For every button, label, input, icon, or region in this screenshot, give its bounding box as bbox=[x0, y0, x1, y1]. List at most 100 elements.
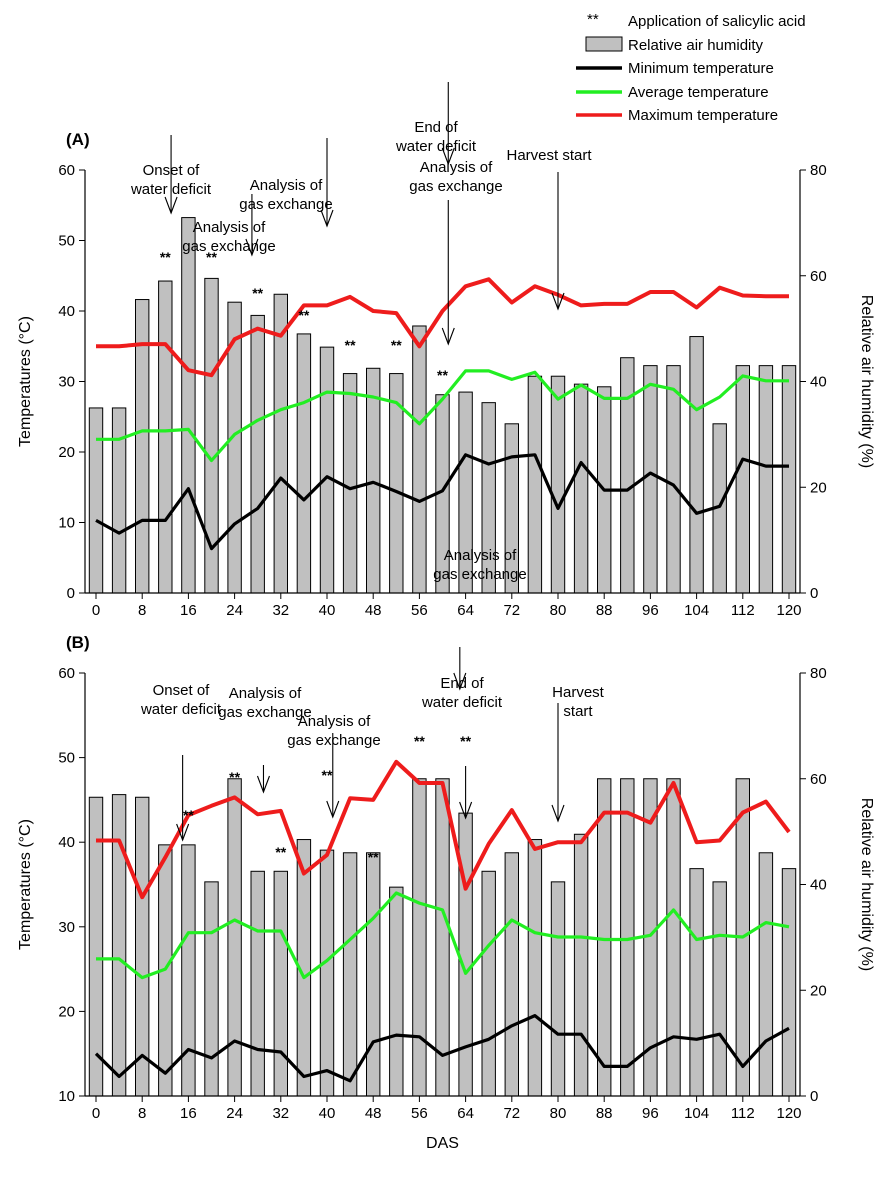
annotation-arrowhead bbox=[551, 292, 565, 311]
salicylic-mark: ** bbox=[414, 733, 425, 749]
y2-tick-label: 40 bbox=[810, 374, 827, 391]
x-tick-label: 0 bbox=[92, 602, 100, 619]
annotation-arrowhead bbox=[459, 801, 473, 820]
humidity-bar bbox=[342, 373, 358, 594]
x-tick-label: 88 bbox=[596, 1105, 613, 1122]
y-tick-label: 60 bbox=[58, 162, 75, 179]
x-tick-label: 32 bbox=[272, 602, 289, 619]
y-tick-label: 50 bbox=[58, 233, 75, 250]
legend: ** Application of salicylic acid Relativ… bbox=[576, 11, 806, 124]
humidity-bar bbox=[366, 367, 381, 594]
min-temperature-line bbox=[95, 453, 789, 551]
humidity-bar bbox=[181, 844, 196, 1097]
annotation-text: water deficit bbox=[421, 694, 503, 711]
humidity-bar bbox=[527, 839, 543, 1097]
salicylic-mark: ** bbox=[345, 337, 356, 353]
x-tick-label: 48 bbox=[365, 602, 382, 619]
salicylic-mark: ** bbox=[391, 337, 402, 353]
salicylic-mark: ** bbox=[229, 769, 240, 785]
y-tick-label: 0 bbox=[67, 585, 75, 602]
annotation-text: Analysis of bbox=[420, 159, 493, 176]
humidity-bar bbox=[689, 336, 704, 594]
annotation-text: start bbox=[563, 703, 593, 720]
annotation-arrowhead bbox=[453, 672, 467, 691]
humidity-bar bbox=[181, 217, 196, 594]
salicylic-mark: ** bbox=[183, 807, 194, 823]
max-temperature-line bbox=[96, 759, 791, 900]
annotation-arrowhead bbox=[441, 327, 455, 346]
x-tick-label: 8 bbox=[138, 1105, 146, 1122]
annotation-arrowhead bbox=[326, 800, 340, 819]
y-tick-label: 50 bbox=[58, 750, 75, 767]
avg-temperature-line bbox=[96, 891, 790, 980]
annotation-text: gas exchange bbox=[433, 566, 526, 583]
x-tick-label: 112 bbox=[731, 1105, 755, 1122]
y-tick-label: 60 bbox=[58, 665, 75, 682]
humidity-bar bbox=[366, 852, 381, 1097]
x-tick-label: 80 bbox=[550, 602, 567, 619]
x-tick-label: 104 bbox=[684, 602, 709, 619]
y2-tick-label: 0 bbox=[810, 585, 818, 602]
humidity-bar bbox=[689, 868, 704, 1097]
humidity-bar bbox=[319, 849, 335, 1097]
salicylic-mark: ** bbox=[322, 767, 333, 783]
x-tick-label: 56 bbox=[411, 602, 428, 619]
humidity-bar bbox=[573, 833, 589, 1097]
salicylic-mark: ** bbox=[460, 733, 471, 749]
y-tick-label: 40 bbox=[58, 303, 75, 320]
annotation-arrowhead bbox=[245, 238, 259, 257]
y2-axis-label: Relative air humidity (%) bbox=[858, 798, 875, 971]
annotation-text: gas exchange bbox=[218, 704, 311, 721]
annotation-arrowhead bbox=[320, 209, 334, 228]
y2-tick-label: 60 bbox=[810, 268, 827, 285]
salicylic-mark: ** bbox=[206, 249, 217, 265]
annotation-arrowhead bbox=[176, 823, 190, 842]
y2-tick-label: 0 bbox=[810, 1088, 818, 1105]
humidity-bar bbox=[111, 407, 127, 594]
y-tick-label: 10 bbox=[58, 515, 75, 532]
min-temperature-line bbox=[94, 1013, 790, 1083]
y-tick-label: 20 bbox=[58, 1003, 75, 1020]
y2-tick-label: 60 bbox=[810, 771, 827, 788]
salicylic-mark: ** bbox=[368, 849, 379, 865]
x-tick-label: 32 bbox=[272, 1105, 289, 1122]
annotation-text: water deficit bbox=[395, 138, 477, 155]
annotation-text: Analysis of bbox=[444, 547, 517, 564]
x-tick-label: 40 bbox=[319, 602, 336, 619]
x-tick-label: 88 bbox=[596, 602, 613, 619]
humidity-bar bbox=[643, 365, 658, 594]
x-tick-label: 64 bbox=[457, 602, 474, 619]
humidity-bar bbox=[481, 402, 496, 594]
x-tick-label: 120 bbox=[776, 1105, 801, 1122]
x-axis-label: DAS bbox=[426, 1135, 459, 1152]
annotation-text: Onset of bbox=[153, 682, 211, 699]
humidity-bar bbox=[88, 407, 104, 594]
x-tick-label: 72 bbox=[503, 1105, 520, 1122]
humidity-bar bbox=[250, 314, 265, 594]
humidity-bar bbox=[273, 870, 288, 1097]
humidity-bar bbox=[412, 325, 427, 594]
x-tick-label: 120 bbox=[776, 602, 801, 619]
y-tick-label: 10 bbox=[58, 1088, 75, 1105]
x-tick-label: 64 bbox=[457, 1105, 474, 1122]
humidity-bar bbox=[550, 881, 566, 1097]
y2-tick-label: 40 bbox=[810, 877, 827, 894]
humidity-bar bbox=[666, 778, 681, 1097]
humidity-bar bbox=[227, 778, 242, 1097]
y-tick-label: 40 bbox=[58, 834, 75, 851]
max-temperature-line bbox=[96, 277, 789, 378]
x-tick-label: 0 bbox=[92, 1105, 100, 1122]
annotation-text: water deficit bbox=[140, 701, 222, 718]
x-tick-label: 8 bbox=[138, 602, 146, 619]
panel-a: 0 10 20 30 40 50 60 0 20 40 60 80 0 8 16 24 32 40 48 56 64 72… bbox=[17, 82, 875, 619]
humidity-bar bbox=[550, 375, 566, 594]
y-tick-label: 30 bbox=[58, 374, 75, 391]
x-tick-label: 48 bbox=[365, 1105, 382, 1122]
x-tick-label: 96 bbox=[642, 1105, 659, 1122]
x-tick-label: 16 bbox=[180, 602, 197, 619]
y2-tick-label: 80 bbox=[810, 665, 827, 682]
y-tick-label: 30 bbox=[58, 919, 75, 936]
y2-axis-label: Relative air humidity (%) bbox=[858, 295, 875, 468]
